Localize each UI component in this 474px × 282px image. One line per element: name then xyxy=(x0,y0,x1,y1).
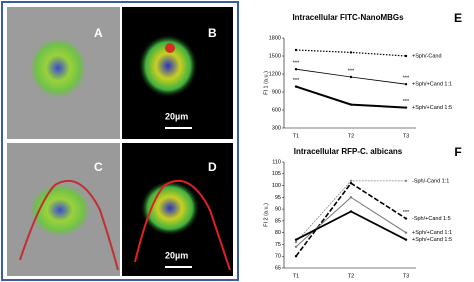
point xyxy=(404,179,408,183)
y-tick-label: 110 xyxy=(272,159,281,165)
chart-title: Intracellular RFP-C. albicans xyxy=(294,147,403,156)
point xyxy=(349,75,353,79)
hypha xyxy=(19,180,119,271)
legend-label: +Sph/+Cand 1:1 xyxy=(412,230,452,236)
y-axis-label: FI 1 (a.u.) xyxy=(263,71,269,95)
y-tick-label: 80 xyxy=(275,230,281,236)
y-tick-label: 300 xyxy=(272,125,281,131)
annotation: *** xyxy=(293,78,300,84)
point xyxy=(404,106,408,109)
image-frame xyxy=(1,1,239,281)
series-line xyxy=(295,210,407,241)
x-tick-label: T3 xyxy=(403,133,409,139)
y-tick-label: 65 xyxy=(275,265,281,271)
point xyxy=(294,68,298,71)
cell xyxy=(140,180,200,236)
legend-label: -Sph/-Cand 1:1 xyxy=(412,178,449,184)
y-axis-label: FI 2 (a.u.) xyxy=(263,203,269,227)
annotation: *** xyxy=(348,68,355,74)
legend-label: +Sph/+Cand 1:1 xyxy=(412,82,452,88)
image-label: A xyxy=(94,26,103,40)
point xyxy=(404,238,408,241)
point xyxy=(349,182,353,185)
y-tick-label: 70 xyxy=(275,254,281,260)
y-tick-label: 100 xyxy=(272,183,281,189)
x-tick-label: T3 xyxy=(403,273,409,279)
y-tick-label: 900 xyxy=(272,89,281,95)
image-label: B xyxy=(208,26,217,40)
y-tick-label: 1500 xyxy=(269,53,281,59)
y-tick-label: 75 xyxy=(275,242,281,248)
chart-title: Intracellular FITC-NanoMBGs xyxy=(292,13,404,22)
y-tick-label: 95 xyxy=(275,195,281,201)
series-line xyxy=(295,196,407,248)
point xyxy=(349,51,353,54)
point xyxy=(404,83,408,86)
legend-label: +Sph/+Cand 1:5 xyxy=(412,105,452,111)
point xyxy=(404,54,408,58)
scale-label: 20µm xyxy=(165,111,188,121)
point xyxy=(349,196,353,199)
point xyxy=(294,240,298,244)
point xyxy=(404,217,408,220)
point xyxy=(349,210,353,213)
x-tick-label: T1 xyxy=(293,273,299,279)
cell xyxy=(28,36,88,100)
legend-label: +Sph/-Cand xyxy=(412,53,442,59)
point xyxy=(349,103,353,106)
point xyxy=(294,85,298,88)
annotation: *** xyxy=(293,61,300,67)
legend-label: -Sph/+Cand 1:5 xyxy=(412,216,451,222)
x-tick-label: T1 xyxy=(293,133,299,139)
image-label: D xyxy=(208,160,217,174)
panel-letter: E xyxy=(454,11,462,25)
cell-red xyxy=(165,43,175,53)
legend-label: +Sph/+Cand 1:5 xyxy=(412,237,452,243)
y-tick-label: 1200 xyxy=(269,71,281,77)
panel-letter: F xyxy=(454,145,461,159)
cell xyxy=(138,34,198,98)
point xyxy=(294,245,298,248)
y-tick-label: 105 xyxy=(272,171,281,177)
y-tick-label: 1800 xyxy=(269,35,281,41)
annotation: *** xyxy=(403,99,410,105)
cell xyxy=(28,182,92,238)
x-tick-label: T2 xyxy=(348,273,354,279)
annotation: *** xyxy=(403,210,410,216)
point xyxy=(404,231,408,234)
point xyxy=(294,48,298,52)
point xyxy=(294,255,298,258)
point xyxy=(294,238,298,241)
hypha xyxy=(134,180,231,271)
x-tick-label: T2 xyxy=(348,133,354,139)
y-tick-label: 600 xyxy=(272,107,281,113)
annotation: *** xyxy=(403,76,410,82)
y-tick-label: 90 xyxy=(275,207,281,213)
point xyxy=(349,179,353,183)
series-line xyxy=(295,182,407,257)
image-label: C xyxy=(94,160,103,174)
scale-label: 20µm xyxy=(165,250,188,260)
y-tick-label: 85 xyxy=(275,218,281,224)
